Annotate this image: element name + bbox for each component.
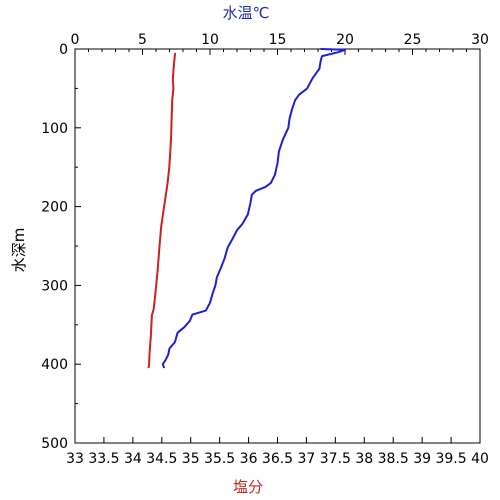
- bottom-axis-title: 塩分: [233, 478, 263, 496]
- top-tick-label: 15: [269, 32, 287, 48]
- bottom-tick-label: 34: [124, 451, 142, 467]
- plot-area: [74, 48, 481, 444]
- left-tick-label: 200: [41, 200, 68, 216]
- bottom-tick-label: 37.5: [320, 451, 351, 467]
- bottom-tick-label: 35: [182, 451, 200, 467]
- temperature-series-line: [161, 48, 346, 369]
- bottom-tick-label: 33: [66, 451, 84, 467]
- top-tick-label: 20: [336, 32, 354, 48]
- left-tick-label: 300: [41, 278, 68, 294]
- left-tick-label: 400: [41, 357, 68, 373]
- top-tick-label: 0: [71, 32, 80, 48]
- left-axis-title: 水深m: [10, 228, 28, 273]
- bottom-tick-label: 33.5: [88, 451, 119, 467]
- left-axis: 0 100 200 300 400 500: [41, 42, 81, 452]
- bottom-tick-label: 36.5: [262, 451, 293, 467]
- bottom-tick-label: 38.5: [378, 451, 409, 467]
- left-tick-label: 0: [59, 42, 68, 58]
- left-tick-label: 100: [41, 121, 68, 137]
- bottom-tick-label: 38: [355, 451, 373, 467]
- top-tick-label: 30: [471, 32, 489, 48]
- bottom-tick-label: 39: [413, 451, 431, 467]
- bottom-tick-label: 36: [240, 451, 258, 467]
- bottom-tick-label: 37: [298, 451, 316, 467]
- left-tick-label: 500: [41, 436, 68, 452]
- bottom-axis: 33 33.5 34 34.5 35 35.5 36 36.5 37 37.5 38 38.5 39 39…: [66, 437, 489, 467]
- bottom-tick-label: 40: [471, 451, 489, 467]
- top-axis-title: 水温℃: [223, 4, 270, 22]
- top-tick-label: 10: [201, 32, 219, 48]
- top-tick-label: 25: [404, 32, 422, 48]
- bottom-tick-label: 34.5: [146, 451, 177, 467]
- salinity-series-line: [147, 52, 177, 369]
- top-axis: 0 5 10 15 20 25 30: [71, 32, 489, 55]
- top-tick-label: 5: [138, 32, 147, 48]
- bottom-tick-label: 35.5: [204, 451, 235, 467]
- bottom-tick-label: 39.5: [435, 451, 466, 467]
- series-layer: [147, 48, 346, 369]
